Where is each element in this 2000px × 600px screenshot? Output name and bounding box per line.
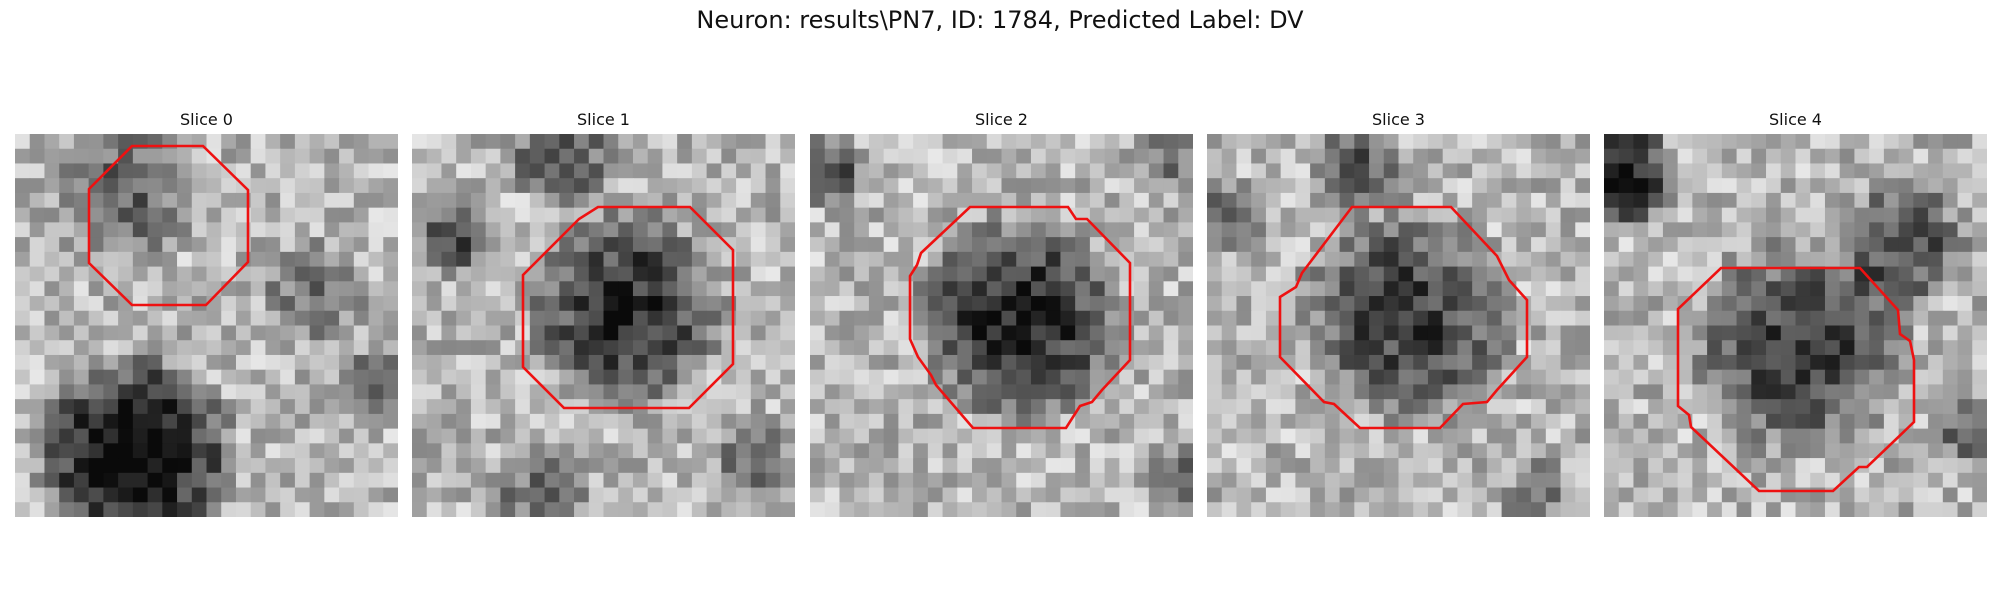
roi-contour xyxy=(1676,266,1916,493)
slice-image-1 xyxy=(412,134,795,517)
slice-title-0: Slice 0 xyxy=(180,110,233,129)
slice-panel-1: Slice 1 xyxy=(412,108,795,517)
slice-title-1: Slice 1 xyxy=(577,110,630,129)
roi-contour xyxy=(908,205,1132,430)
slice-panel-3: Slice 3 xyxy=(1207,108,1590,517)
figure-title: Neuron: results\PN7, ID: 1784, Predicted… xyxy=(696,6,1304,34)
roi-contour xyxy=(87,144,250,307)
slice-image-0 xyxy=(15,134,398,517)
slice-image-2 xyxy=(810,134,1193,517)
roi-contour xyxy=(1278,205,1529,430)
slice-panel-0: Slice 0 xyxy=(15,108,398,517)
slice-title-3: Slice 3 xyxy=(1372,110,1425,129)
slice-title-2: Slice 2 xyxy=(975,110,1028,129)
slice-title-4: Slice 4 xyxy=(1769,110,1822,129)
micrograph-pixels xyxy=(15,134,398,517)
micrograph-pixels xyxy=(1207,134,1590,517)
slice-image-3 xyxy=(1207,134,1590,517)
roi-contour xyxy=(521,205,735,410)
micrograph-pixels xyxy=(1604,134,1987,517)
slice-image-4 xyxy=(1604,134,1987,517)
slice-panel-4: Slice 4 xyxy=(1604,108,1987,517)
slice-panel-2: Slice 2 xyxy=(810,108,1193,517)
micrograph-pixels xyxy=(412,134,795,517)
micrograph-pixels xyxy=(810,134,1193,517)
